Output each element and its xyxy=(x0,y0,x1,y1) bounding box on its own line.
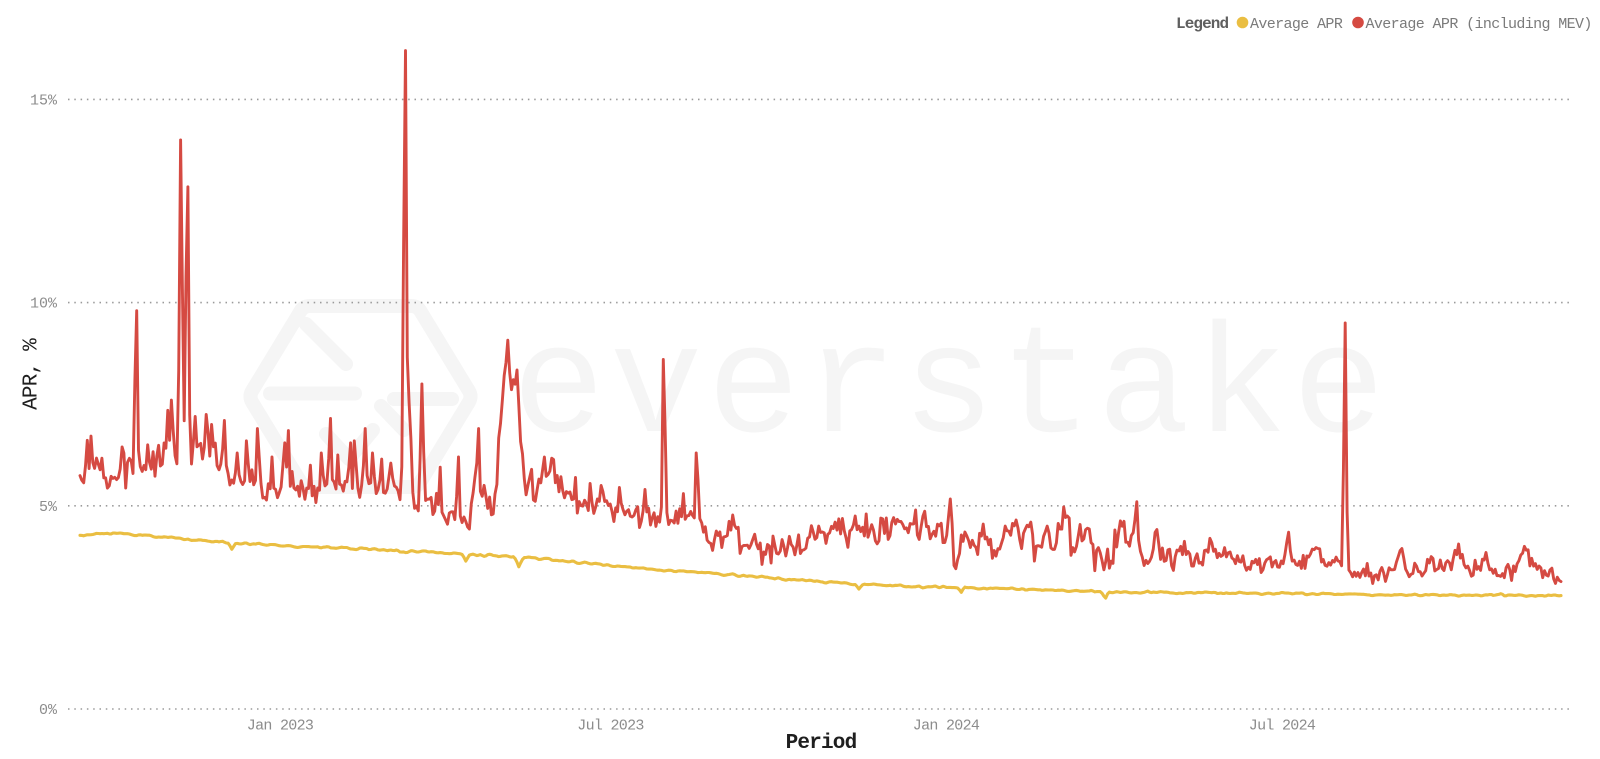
svg-text:15%: 15% xyxy=(30,92,58,109)
svg-text:Jan 2023: Jan 2023 xyxy=(247,718,314,735)
svg-text:Legend: Legend xyxy=(1176,15,1229,33)
svg-text:Jul 2023: Jul 2023 xyxy=(577,718,644,735)
svg-text:0%: 0% xyxy=(39,702,58,719)
svg-text:Average APR: Average APR xyxy=(1250,16,1343,33)
svg-text:Average APR (including MEV): Average APR (including MEV) xyxy=(1366,16,1592,33)
svg-text:APR, %: APR, % xyxy=(21,338,44,410)
svg-text:10%: 10% xyxy=(30,296,58,313)
svg-text:5%: 5% xyxy=(39,499,58,516)
svg-text:Jul 2024: Jul 2024 xyxy=(1249,718,1316,735)
svg-text:everstake: everstake xyxy=(512,302,1390,478)
svg-text:Jan 2024: Jan 2024 xyxy=(913,718,980,735)
svg-text:Period: Period xyxy=(786,732,857,755)
